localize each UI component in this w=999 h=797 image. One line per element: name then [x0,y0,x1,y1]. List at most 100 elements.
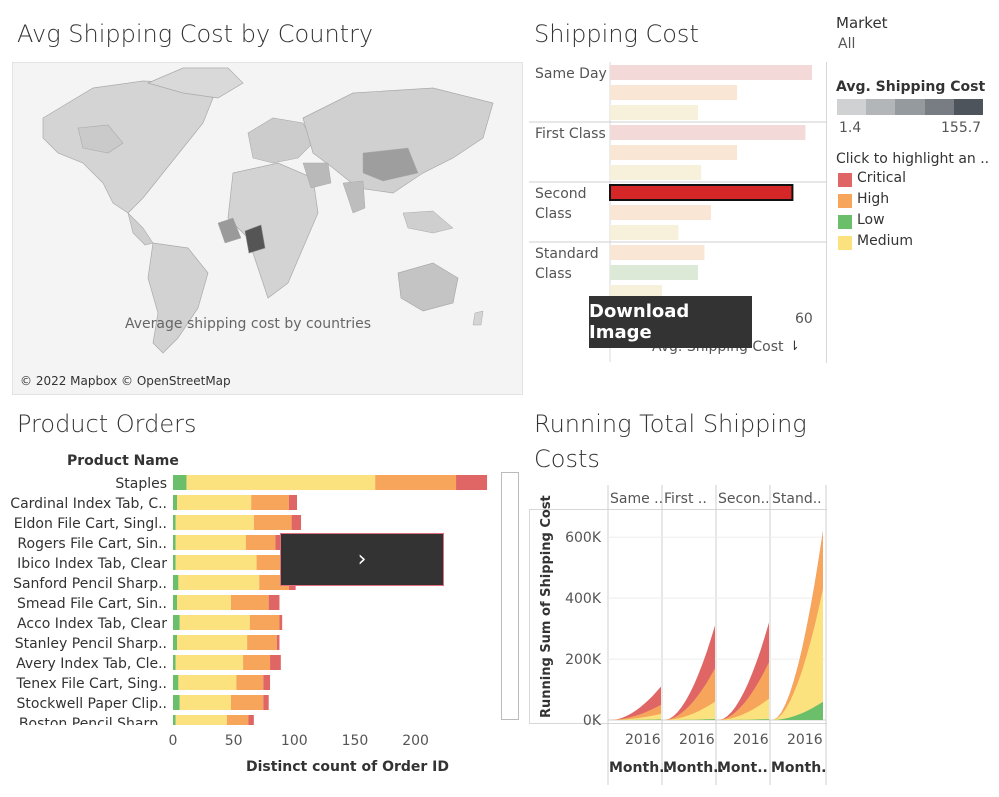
order-bar-high[interactable] [375,475,457,490]
order-bar-critical[interactable] [291,515,302,530]
order-bar-low[interactable] [173,675,179,690]
shipping-bar-medium[interactable] [610,165,702,180]
order-bar-low[interactable] [173,475,187,490]
legend-label-medium[interactable]: Medium [857,233,913,249]
order-bar-medium[interactable] [179,615,250,630]
order-bar-high[interactable] [253,515,292,530]
tooltip-next-button[interactable]: › [280,533,444,586]
product-label[interactable]: Ibico Index Tab, Clear [17,556,167,572]
running-column-header[interactable]: Stand.. [772,491,822,507]
legend-swatch-high[interactable] [838,194,852,208]
order-bar-low[interactable] [173,595,178,610]
running-area-medium[interactable] [773,589,823,720]
running-area-high[interactable] [719,662,769,720]
product-orders-scrollbar[interactable] [501,472,519,720]
order-bar-critical[interactable] [263,675,271,690]
shipping-bar-critical[interactable] [610,125,806,140]
product-label[interactable]: Boston Pencil Sharp.. [19,716,167,725]
running-area-medium[interactable] [665,701,715,720]
order-bar-medium[interactable] [178,675,237,690]
running-area-medium[interactable] [611,713,661,720]
order-bar-high[interactable] [245,535,276,550]
running-column-header[interactable]: First .. [664,491,707,507]
order-bar-high[interactable] [249,615,280,630]
order-bar-medium[interactable] [179,695,231,710]
running-area-low[interactable] [611,719,661,720]
product-label[interactable]: Staples [115,476,167,492]
running-column-header[interactable]: Secon.. [718,491,770,507]
order-bar-low[interactable] [173,575,179,590]
shipping-bar-critical[interactable] [610,65,812,80]
running-area-low[interactable] [665,719,715,720]
running-area-high[interactable] [665,668,715,720]
running-column-header[interactable]: Same .. [610,491,663,507]
order-bar-critical[interactable] [248,715,254,725]
order-bar-medium[interactable] [175,555,257,570]
order-bar-medium[interactable] [175,535,246,550]
product-label[interactable]: Avery Index Tab, Cle.. [16,656,167,672]
shipping-bar-high[interactable] [610,85,738,100]
shipping-cost-chart[interactable]: Same Day First Class Second Class Standard Cl… [529,62,827,362]
order-bar-medium[interactable] [175,655,244,670]
sort-icon[interactable]: ⇂ [789,339,800,354]
running-area-low[interactable] [719,719,769,720]
order-bar-medium[interactable] [175,515,254,530]
order-bar-medium[interactable] [177,495,252,510]
product-label[interactable]: Smead File Cart, Sin.. [17,596,167,612]
order-bar-medium[interactable] [177,595,231,610]
order-bar-medium[interactable] [175,715,227,725]
shipping-bar-low[interactable] [610,265,698,280]
order-bar-critical[interactable] [270,655,281,670]
product-label[interactable]: Cardinal Index Tab, C.. [10,496,167,512]
legend-label-critical[interactable]: Critical [857,170,906,186]
order-bar-high[interactable] [251,495,289,510]
running-total-chart[interactable]: Same .. First .. Secon.. Stand.. 0K 200K 400K… [529,485,827,785]
order-bar-critical[interactable] [276,635,280,650]
legend-swatch-medium[interactable] [838,236,852,250]
shipping-bar-high[interactable] [610,245,705,260]
order-bar-low[interactable] [173,655,176,670]
running-area-low[interactable] [773,701,823,720]
product-label[interactable]: Acco Index Tab, Clear [17,616,167,632]
order-bar-medium[interactable] [177,635,248,650]
legend-swatch-low[interactable] [838,215,852,229]
order-bar-low[interactable] [173,515,176,530]
order-bar-low[interactable] [173,615,180,630]
shipping-bar-high[interactable] [610,205,711,220]
download-image-button[interactable]: Download Image [589,296,752,348]
order-bar-low[interactable] [173,535,176,550]
order-bar-high[interactable] [243,655,271,670]
market-filter-value[interactable]: All [838,36,856,52]
map-credit[interactable]: © 2022 Mapbox © OpenStreetMap [20,374,231,388]
product-label[interactable]: Tenex File Cart, Sing.. [15,676,167,692]
order-bar-low[interactable] [173,635,178,650]
order-bar-high[interactable] [230,695,264,710]
order-bar-critical[interactable] [275,535,283,550]
order-bar-critical[interactable] [268,595,280,610]
product-orders-chart[interactable]: Staples Cardinal Index Tab, C.. Eldon File… [0,470,505,725]
shipping-bar-critical[interactable] [609,184,794,201]
order-bar-high[interactable] [230,595,269,610]
order-bar-critical[interactable] [288,495,297,510]
order-bar-critical[interactable] [263,695,269,710]
running-area-high[interactable] [611,704,661,720]
world-map[interactable]: Average shipping cost by countries © 202… [12,62,523,395]
legend-label-low[interactable]: Low [857,212,885,228]
order-bar-medium[interactable] [178,575,260,590]
shipping-bar-high[interactable] [610,145,738,160]
order-bar-low[interactable] [173,555,176,570]
order-bar-high[interactable] [236,675,264,690]
order-bar-critical[interactable] [456,475,488,490]
legend-swatch-critical[interactable] [838,173,852,187]
product-label[interactable]: Eldon File Cart, Singl.. [14,516,167,532]
order-bar-critical[interactable] [279,615,283,630]
running-area-medium[interactable] [719,698,769,720]
shipping-bar-medium[interactable] [610,225,679,240]
order-bar-medium[interactable] [186,475,376,490]
order-bar-low[interactable] [173,715,176,725]
order-bar-low[interactable] [173,695,180,710]
legend-label-high[interactable]: High [857,191,890,207]
order-bar-low[interactable] [173,495,178,510]
product-label[interactable]: Sanford Pencil Sharp.. [13,576,167,592]
order-bar-high[interactable] [226,715,249,725]
